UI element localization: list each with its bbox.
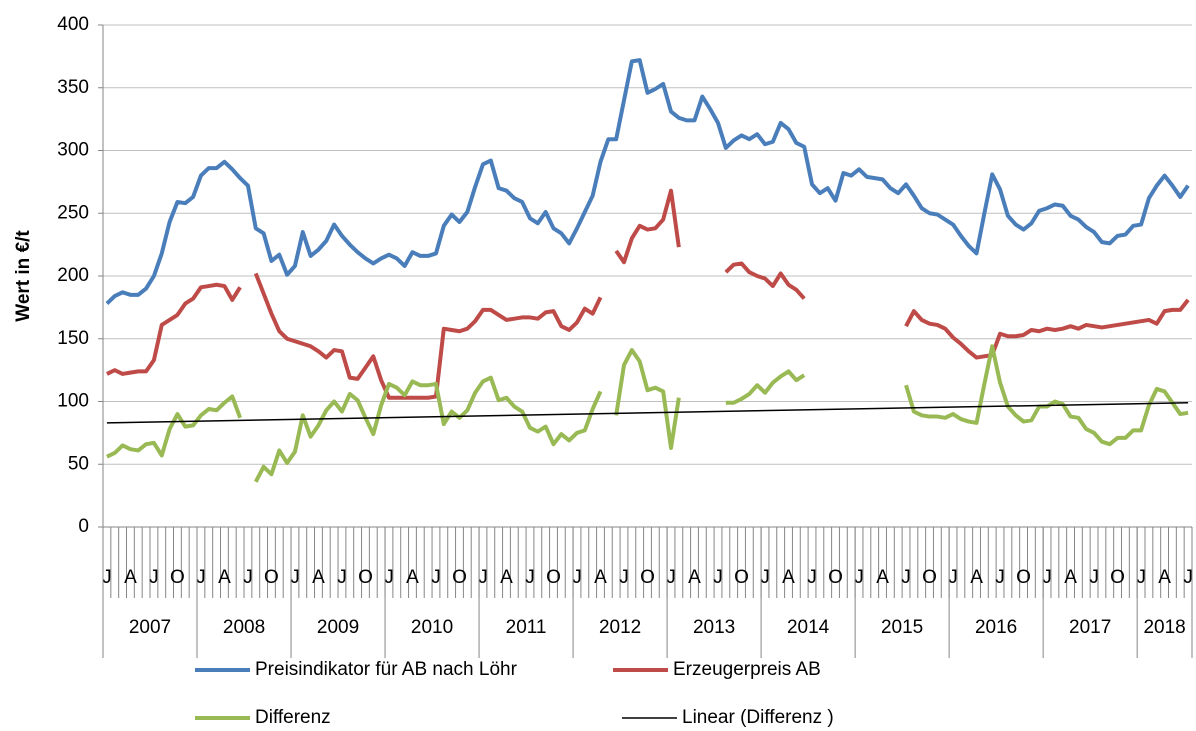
x-tick-label: J xyxy=(901,567,911,588)
x-tick-label: J xyxy=(948,567,958,588)
x-tick-label: O xyxy=(1016,567,1031,588)
group-label: 2017 xyxy=(1069,617,1111,638)
x-tick-label: O xyxy=(546,567,561,588)
x-tick-label: J xyxy=(149,567,159,588)
x-tick-label: A xyxy=(876,567,889,588)
x-tick-label: O xyxy=(358,567,373,588)
group-label: 2012 xyxy=(599,617,641,638)
x-tick-label: O xyxy=(734,567,749,588)
x-tick-label: A xyxy=(594,567,607,588)
x-tick-label: O xyxy=(1110,567,1125,588)
x-tick-label: A xyxy=(312,567,325,588)
x-tick-label: O xyxy=(640,567,655,588)
x-tick-label: A xyxy=(406,567,419,588)
x-tick-label: J xyxy=(807,567,817,588)
x-tick-label: A xyxy=(124,567,137,588)
x-tick-label: J xyxy=(619,567,629,588)
x-tick-label: J xyxy=(572,567,582,588)
group-label: 2011 xyxy=(506,617,547,638)
x-tick-label: A xyxy=(688,567,701,588)
series-line xyxy=(106,188,1190,400)
x-tick-label: A xyxy=(218,567,231,588)
y-tick-label: 50 xyxy=(68,453,89,474)
x-tick-label: J xyxy=(196,567,206,588)
x-tick-label: J xyxy=(525,567,535,588)
x-tick-label: J xyxy=(1042,567,1052,588)
x-tick-label: J xyxy=(478,567,488,588)
y-tick-label: 0 xyxy=(78,516,89,537)
group-label: 2016 xyxy=(975,617,1017,638)
y-tick-label: 150 xyxy=(57,328,89,349)
group-label: 2018 xyxy=(1143,617,1185,638)
x-tick-label: J xyxy=(243,567,253,588)
y-tick-label: 400 xyxy=(57,14,89,35)
legend-label: Linear (Differenz ) xyxy=(682,707,834,728)
x-tick-label: O xyxy=(170,567,185,588)
x-tick-label: J xyxy=(384,567,394,588)
x-tick-label: J xyxy=(995,567,1005,588)
x-tick-label: J xyxy=(1136,567,1146,588)
group-label: 2008 xyxy=(223,617,265,638)
x-tick-label: A xyxy=(1064,567,1077,588)
group-label: 2014 xyxy=(787,617,830,638)
y-tick-label: 100 xyxy=(57,391,89,412)
x-tick-label: O xyxy=(452,567,467,588)
x-tick-label: J xyxy=(1183,567,1193,588)
x-tick-label: J xyxy=(760,567,770,588)
x-tick-label: J xyxy=(431,567,441,588)
x-tick-label: A xyxy=(970,567,983,588)
group-label: 2015 xyxy=(881,617,923,638)
trend-line xyxy=(106,402,1189,424)
y-tick-label: 250 xyxy=(57,202,89,223)
legend-label: Erzeugerpreis AB xyxy=(673,659,821,680)
y-tick-label: 350 xyxy=(57,77,89,98)
series-line xyxy=(106,344,1189,483)
x-tick-label: A xyxy=(1158,567,1171,588)
y-axis-title: Wert in €/t xyxy=(13,230,34,322)
x-tick-label: J xyxy=(666,567,676,588)
x-tick-label: J xyxy=(337,567,347,588)
legend-label: Differenz xyxy=(255,707,331,728)
x-tick-label: J xyxy=(290,567,300,588)
x-tick-label: J xyxy=(854,567,864,588)
x-tick-label: A xyxy=(782,567,795,588)
x-tick-label: J xyxy=(713,567,723,588)
y-tick-label: 300 xyxy=(57,140,89,161)
group-label: 2007 xyxy=(129,617,171,638)
y-tick-label: 200 xyxy=(57,265,89,286)
series-line xyxy=(105,58,1190,306)
x-tick-label: A xyxy=(500,567,513,588)
legend-label: Preisindikator für AB nach Löhr xyxy=(255,659,518,680)
x-tick-label: J xyxy=(1089,567,1099,588)
x-tick-label: O xyxy=(264,567,279,588)
x-tick-label: J xyxy=(102,567,112,588)
group-label: 2010 xyxy=(411,617,453,638)
x-tick-label: O xyxy=(828,567,843,588)
group-label: 2013 xyxy=(693,617,735,638)
x-tick-label: O xyxy=(922,567,937,588)
group-label: 2009 xyxy=(317,617,359,638)
